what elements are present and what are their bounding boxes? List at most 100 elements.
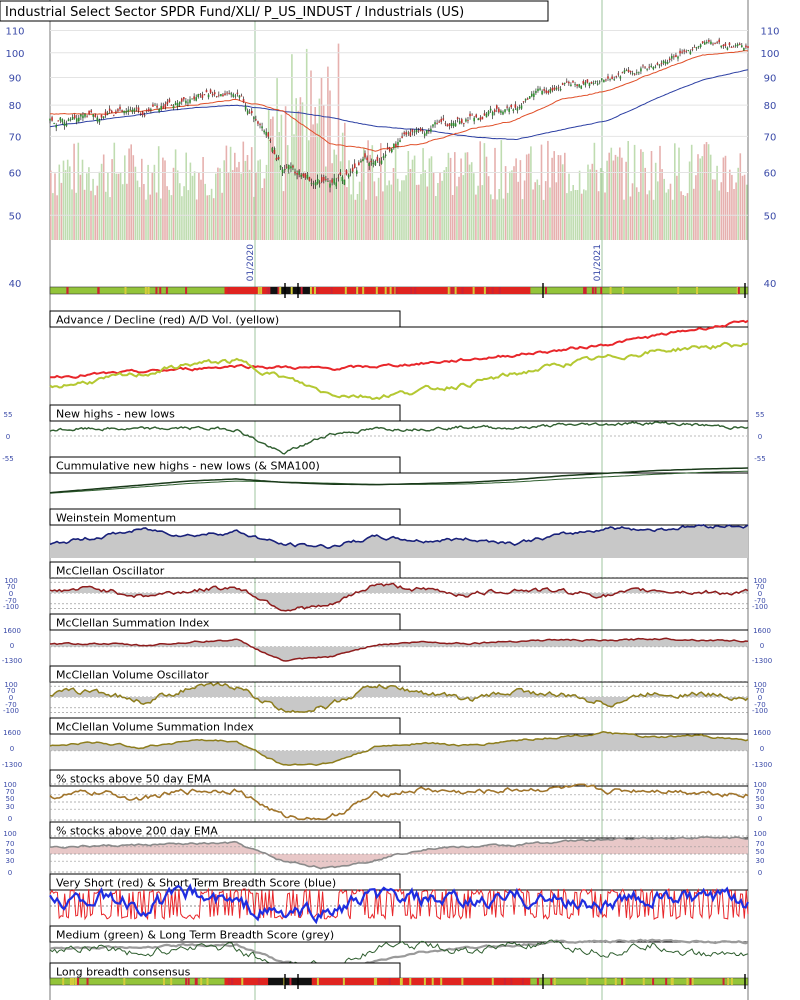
volume-bar xyxy=(697,154,699,240)
panel-title: Very Short (red) & Short Term Breadth Sc… xyxy=(56,877,336,890)
candle-body xyxy=(148,108,150,112)
panel-title-frame xyxy=(49,613,401,631)
panel-title-box: McClellan Volume Summation Index xyxy=(49,717,748,735)
candle-body xyxy=(320,177,323,182)
candle-body xyxy=(162,106,165,109)
volume-bar xyxy=(536,179,539,240)
volume-bar xyxy=(339,161,342,240)
volume-bar xyxy=(418,184,420,240)
consensus-tick xyxy=(375,978,378,985)
candle-body xyxy=(312,183,315,185)
panel-title-frame xyxy=(49,508,401,526)
volume-bar xyxy=(145,199,147,240)
consensus-strip-bottom xyxy=(49,974,749,989)
volume-bar xyxy=(572,185,574,240)
consensus-tick xyxy=(491,287,494,294)
candle-body xyxy=(158,109,160,112)
candle-body xyxy=(718,39,720,43)
candle-body xyxy=(681,51,683,53)
volume-bar xyxy=(86,173,88,240)
mcclellan-summation-line xyxy=(49,637,749,662)
volume-bar xyxy=(181,196,183,240)
volume-bar xyxy=(77,142,80,240)
panel-title-box: McClellan Oscillator xyxy=(49,561,748,579)
candle-body xyxy=(368,162,370,166)
volume-bar xyxy=(348,160,350,240)
y-tick-label-right: -1300 xyxy=(752,761,772,769)
candle-body xyxy=(382,155,385,158)
volume-bar xyxy=(432,172,435,240)
consensus-tick xyxy=(375,287,378,294)
y-tick-label-left: -1300 xyxy=(2,761,22,769)
volume-bar xyxy=(164,160,166,240)
panel-title-box: New highs - new lows xyxy=(49,404,748,422)
volume-bar xyxy=(525,154,528,240)
candle-body xyxy=(516,108,519,111)
candle-body xyxy=(137,107,140,111)
candle-body xyxy=(487,111,490,115)
candle-body xyxy=(244,106,247,110)
y-tick-label-left: 0 xyxy=(8,869,12,877)
volume-bar xyxy=(223,160,225,240)
candle-body xyxy=(454,123,457,127)
volume-bar xyxy=(56,195,58,240)
volume-bar xyxy=(390,184,393,240)
candle-body xyxy=(533,93,535,97)
volume-bar xyxy=(468,164,471,240)
candle-body xyxy=(333,178,335,184)
volume-bar xyxy=(261,188,264,240)
y-tick-label-left: 1600 xyxy=(3,729,21,737)
candle-body xyxy=(73,115,76,119)
candle-body xyxy=(502,111,504,115)
candle-body xyxy=(411,129,414,132)
candle-body xyxy=(625,70,628,72)
volume-bar xyxy=(500,140,503,240)
candle-body xyxy=(255,119,257,121)
candle-body xyxy=(386,146,389,149)
volume-bar xyxy=(699,158,701,240)
candle-body xyxy=(596,83,599,85)
candle-body xyxy=(156,105,158,108)
candle-body xyxy=(187,102,189,104)
candle-body xyxy=(512,109,515,111)
candle-body xyxy=(125,111,127,113)
candle-body xyxy=(671,55,673,59)
volume-bar xyxy=(303,171,306,240)
volume-bar xyxy=(627,141,629,240)
candle-body xyxy=(607,76,609,79)
candle-body xyxy=(395,143,397,148)
candle-body xyxy=(695,47,698,49)
y-tick-label-right: 0 xyxy=(758,590,762,598)
candle-body xyxy=(349,171,352,173)
sma-short-line xyxy=(49,50,749,152)
panel-title-frame xyxy=(49,769,401,787)
price-tick-left: 90 xyxy=(9,73,22,84)
volume-bar xyxy=(369,154,371,240)
x-tick-label: 01/2020 xyxy=(246,244,256,282)
volume-bar xyxy=(246,155,249,240)
candle-body xyxy=(277,157,280,160)
candle-body xyxy=(479,117,482,120)
candle-body xyxy=(673,56,675,58)
volume-bar xyxy=(745,184,748,240)
volume-bar xyxy=(640,149,642,240)
consensus-tick xyxy=(686,978,689,985)
candle-body xyxy=(745,45,747,48)
consensus-tick xyxy=(257,287,260,294)
volume-bar xyxy=(227,172,230,240)
y-tick-label-right: -70 xyxy=(754,701,765,709)
candle-body xyxy=(49,118,51,121)
candle-body xyxy=(730,47,733,48)
candle-body xyxy=(588,82,591,86)
candle-body xyxy=(250,110,253,114)
volume-bar xyxy=(231,170,234,240)
consensus-tick xyxy=(170,978,173,985)
candle-body xyxy=(652,67,655,70)
candle-body xyxy=(559,88,562,91)
candle-body xyxy=(240,95,243,97)
volume-bar xyxy=(665,192,668,240)
y-tick-label-right: 55 xyxy=(756,411,765,419)
candle-body xyxy=(747,46,749,48)
consensus-tick xyxy=(410,287,413,294)
